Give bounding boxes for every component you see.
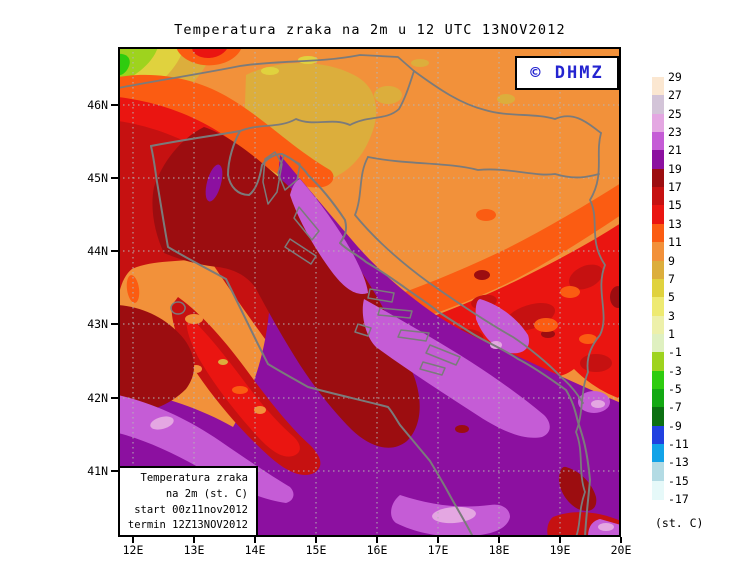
temperature-map xyxy=(118,47,621,537)
x-axis-label: 20E xyxy=(610,543,632,557)
legend-tick-label: 15 xyxy=(668,198,682,213)
y-axis-label: 43N xyxy=(87,317,108,331)
legend-color-swatch xyxy=(652,132,664,151)
legend-tick-label: 3 xyxy=(668,308,675,323)
y-axis-tick xyxy=(111,323,118,325)
legend-tick-label: -13 xyxy=(668,455,689,470)
legend-tick-label: -17 xyxy=(668,492,689,507)
legend-color-swatch xyxy=(652,113,664,133)
map-frame xyxy=(118,47,621,537)
legend-color-swatch xyxy=(652,370,664,390)
x-axis-tick xyxy=(559,537,561,543)
y-axis-label: 45N xyxy=(87,171,108,185)
y-axis-label: 44N xyxy=(87,244,108,258)
legend-tick-label: 27 xyxy=(668,88,682,103)
legend-tick-label: 9 xyxy=(668,253,675,268)
info-line: termin 12Z13NOV2012 xyxy=(127,519,248,532)
legend-tick-label: 11 xyxy=(668,235,682,250)
legend-tick-label: -1 xyxy=(668,345,682,360)
legend-tick-label: 1 xyxy=(668,326,675,341)
dhmz-logo-text: © DHMZ xyxy=(530,63,604,83)
legend-tick-label: -9 xyxy=(668,418,682,433)
x-axis-tick xyxy=(132,537,134,543)
grid-lines xyxy=(118,47,621,537)
x-axis-label: 17E xyxy=(427,543,449,557)
legend-tick-label: -3 xyxy=(668,363,682,378)
info-line: na 2m (st. C) xyxy=(165,487,248,500)
x-axis-tick xyxy=(376,537,378,543)
info-line: Temperatura zraka xyxy=(140,472,248,484)
legend-tick-label: 19 xyxy=(668,161,682,176)
legend-color-swatch xyxy=(652,205,664,225)
legend-color-swatch xyxy=(652,187,664,206)
x-axis-label: 14E xyxy=(244,543,266,557)
temperature-map-canvas xyxy=(118,47,621,537)
x-axis-tick xyxy=(193,537,195,543)
y-axis-tick xyxy=(111,397,118,399)
y-axis-tick xyxy=(111,177,118,179)
legend-color-swatch xyxy=(652,444,664,463)
legend-unit-label: (st. C) xyxy=(655,516,704,530)
legend-color-swatch xyxy=(652,462,664,482)
legend-color-swatch xyxy=(652,95,664,115)
y-axis-label: 46N xyxy=(87,98,108,112)
y-axis-tick xyxy=(111,470,118,472)
legend-tick-label: -11 xyxy=(668,437,689,451)
coastlines-and-borders xyxy=(118,54,606,537)
x-axis-label: 15E xyxy=(305,543,327,557)
y-axis-tick xyxy=(111,250,118,252)
x-axis-label: 12E xyxy=(122,543,144,557)
legend-color-swatch xyxy=(652,388,664,408)
legend-tick-label: 23 xyxy=(668,125,682,140)
legend-color-swatch xyxy=(652,333,664,353)
y-axis-label: 42N xyxy=(87,391,108,405)
x-axis-label: 13E xyxy=(183,543,205,557)
legend-tick-label: 17 xyxy=(668,180,682,195)
info-line: start 00z11nov2012 xyxy=(134,503,248,516)
y-axis-label: 41N xyxy=(87,464,108,478)
legend-color-swatch xyxy=(652,352,664,372)
legend-tick-label: 7 xyxy=(668,271,675,286)
legend-color-swatch xyxy=(652,297,664,317)
legend-tick-label: 21 xyxy=(668,143,682,158)
x-axis-tick xyxy=(315,537,317,543)
x-axis-label: 18E xyxy=(488,543,510,557)
legend-tick-label: -5 xyxy=(668,381,682,396)
legend-color-swatch xyxy=(652,260,664,280)
legend-color-swatch xyxy=(652,425,664,445)
dhmz-logo-box: © DHMZ xyxy=(515,56,619,90)
legend-color-swatch xyxy=(652,150,664,170)
legend-color-swatch xyxy=(652,480,664,500)
legend-color-swatch xyxy=(652,315,664,335)
x-axis-tick xyxy=(620,537,622,543)
legend-tick-label: 25 xyxy=(668,106,682,121)
legend-color-swatch xyxy=(652,278,664,298)
x-axis-label: 16E xyxy=(366,543,388,557)
legend-color-swatch xyxy=(652,77,664,96)
legend-color-swatch xyxy=(652,407,664,427)
page-title: Temperatura zraka na 2m u 12 UTC 13NOV20… xyxy=(174,22,566,38)
legend-color-swatch xyxy=(652,168,664,188)
legend-color-swatch xyxy=(652,223,664,243)
legend-tick-label: 29 xyxy=(668,70,682,84)
legend-tick-label: -7 xyxy=(668,400,682,415)
x-axis-tick xyxy=(498,537,500,543)
legend-tick-label: 5 xyxy=(668,290,675,305)
x-axis-tick xyxy=(437,537,439,543)
legend-color-swatch xyxy=(652,242,664,261)
x-axis-label: 19E xyxy=(549,543,571,557)
legend-tick-label: -15 xyxy=(668,473,689,488)
forecast-info-box: Temperatura zraka na 2m (st. C) start 00… xyxy=(118,466,258,537)
x-axis-tick xyxy=(254,537,256,543)
legend-tick-label: 13 xyxy=(668,216,682,231)
y-axis-tick xyxy=(111,104,118,106)
